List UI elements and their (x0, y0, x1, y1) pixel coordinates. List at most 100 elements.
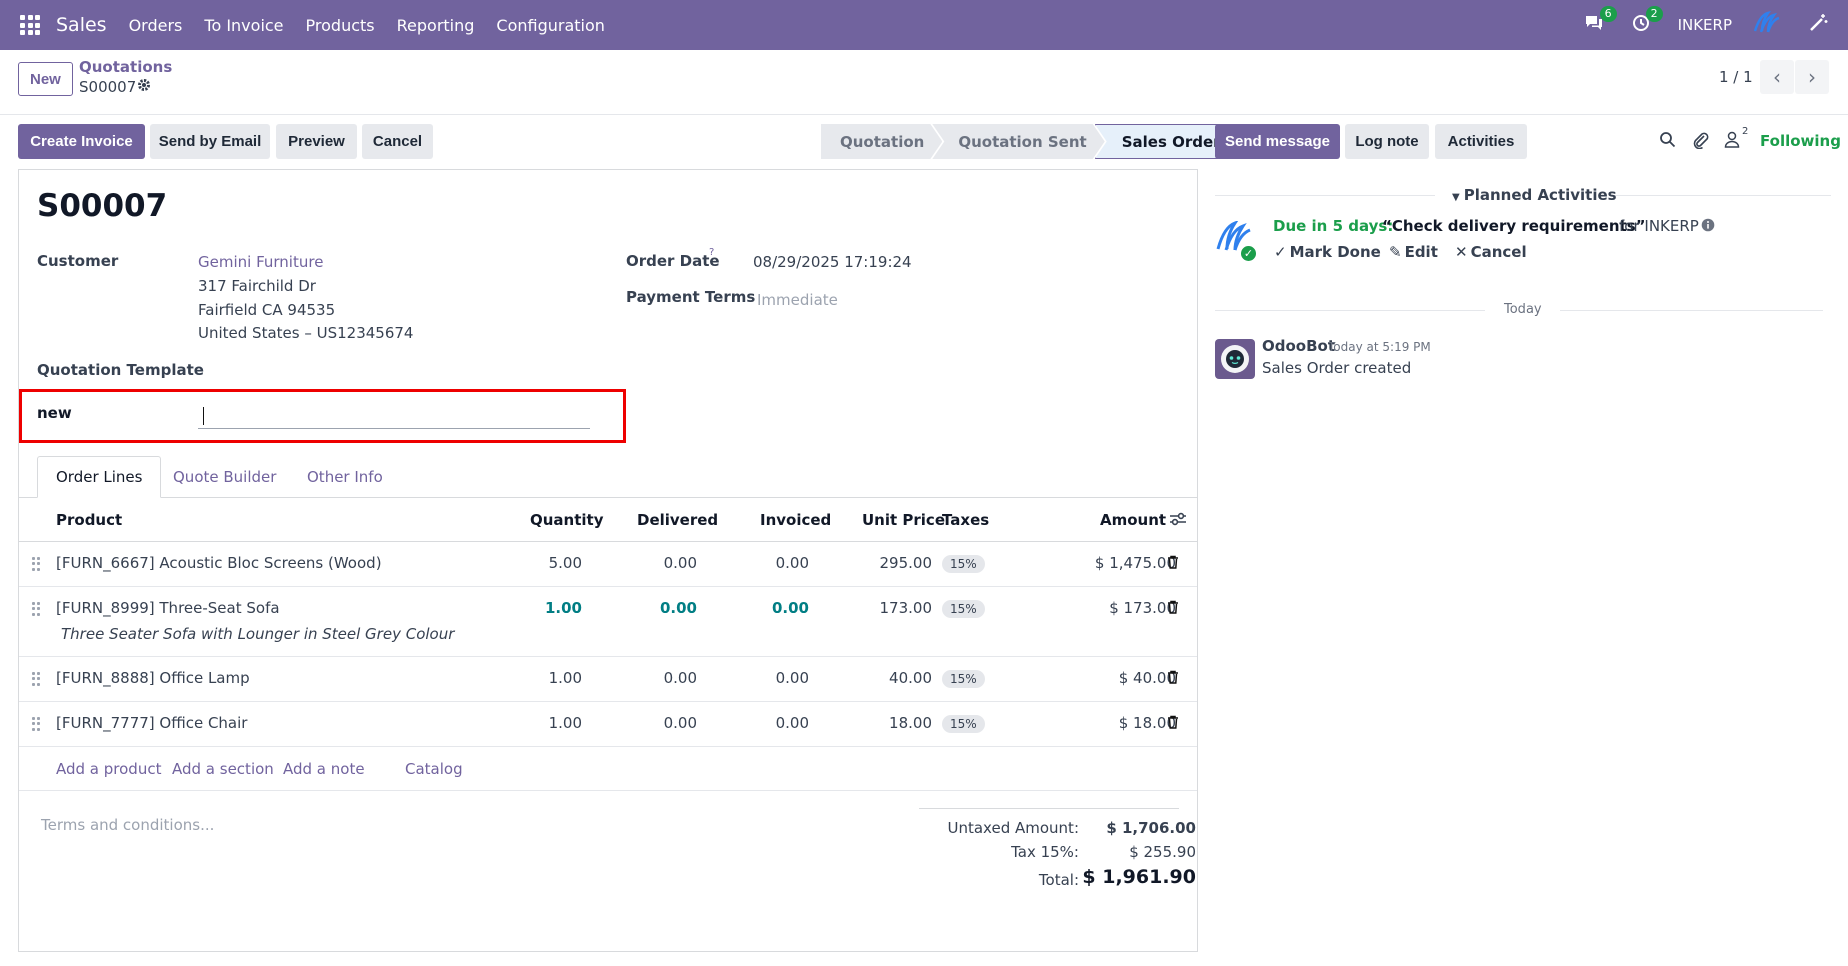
messages-button[interactable]: 6 (1584, 5, 1617, 37)
menu-orders[interactable]: Orders (128, 15, 183, 35)
table-row[interactable]: [FURN_7777] Office Chair 1.00 0.00 0.00 … (19, 702, 1197, 747)
table-row[interactable]: [FURN_8999] Three-Seat Sofa Three Seater… (19, 587, 1197, 657)
row-amount: $ 18.00 (1118, 714, 1176, 732)
menu-configuration[interactable]: Configuration (496, 15, 605, 35)
row-quantity[interactable]: 1.00 (548, 669, 582, 687)
customer-link[interactable]: Gemini Furniture (198, 253, 324, 271)
edit-activity-button[interactable]: ✎ Edit (1389, 243, 1438, 261)
paperclip-icon[interactable] (1692, 131, 1709, 153)
header-taxes[interactable]: Taxes (942, 511, 990, 529)
order-date-help[interactable]: ? (709, 247, 715, 258)
magic-wand-icon (1810, 13, 1828, 31)
search-icon[interactable] (1659, 131, 1676, 152)
add-note-link[interactable]: Add a note (283, 760, 365, 778)
catalog-link[interactable]: Catalog (405, 760, 463, 778)
drag-handle-icon[interactable] (32, 557, 40, 571)
header-quantity[interactable]: Quantity (530, 511, 604, 529)
table-row[interactable]: [FURN_8888] Office Lamp 1.00 0.00 0.00 4… (19, 657, 1197, 702)
message-body: Sales Order created (1262, 359, 1412, 377)
cancel-activity-button[interactable]: ✕ Cancel (1455, 243, 1527, 261)
trash-icon[interactable] (1167, 600, 1179, 614)
robot-icon (1221, 345, 1249, 373)
company-switcher[interactable]: INKERP (1677, 16, 1732, 34)
send-message-button[interactable]: Send message (1215, 124, 1340, 159)
following-button[interactable]: Following (1760, 132, 1841, 150)
address-line-3: United States – US12345674 (198, 324, 414, 342)
breadcrumb-parent[interactable]: Quotations (79, 58, 173, 76)
row-product[interactable]: [FURN_8999] Three-Seat Sofa (56, 599, 280, 617)
new-field-input[interactable] (198, 428, 590, 429)
header-product[interactable]: Product (56, 511, 123, 529)
row-unit-price[interactable]: 18.00 (889, 714, 932, 732)
new-button[interactable]: New (18, 62, 73, 96)
tab-other-info[interactable]: Other Info (307, 468, 383, 486)
order-date-value[interactable]: 08/29/2025 17:19:24 (753, 253, 912, 271)
menu-to-invoice[interactable]: To Invoice (204, 15, 284, 35)
row-amount: $ 40.00 (1118, 669, 1176, 687)
log-note-button[interactable]: Log note (1345, 124, 1429, 159)
odoobot-avatar[interactable] (1215, 339, 1255, 379)
user-avatar[interactable] (1752, 10, 1782, 39)
pager-previous-button[interactable]: ‹ (1760, 60, 1794, 94)
debug-tools-button[interactable] (1808, 13, 1828, 38)
header-invoiced[interactable]: Invoiced (760, 511, 832, 529)
row-product[interactable]: [FURN_7777] Office Chair (56, 714, 248, 732)
row-quantity[interactable]: 1.00 (544, 599, 582, 617)
trash-icon[interactable] (1167, 555, 1179, 569)
message-author[interactable]: OdooBot (1262, 337, 1336, 355)
add-product-link[interactable]: Add a product (56, 760, 162, 778)
drag-handle-icon[interactable] (32, 672, 40, 686)
new-field-highlight (19, 389, 626, 443)
row-product[interactable]: [FURN_6667] Acoustic Bloc Screens (Wood) (56, 554, 382, 572)
activities-button[interactable]: 2 (1632, 5, 1663, 37)
create-invoice-button[interactable]: Create Invoice (18, 124, 145, 159)
check-badge-icon: ✓ (1239, 244, 1258, 263)
order-title: S00007 (37, 188, 168, 224)
activities-button-chatter[interactable]: Activities (1435, 124, 1527, 159)
row-amount: $ 1,475.00 (1094, 554, 1176, 572)
app-name[interactable]: Sales (56, 14, 107, 36)
row-unit-price[interactable]: 295.00 (879, 554, 933, 572)
send-by-email-button[interactable]: Send by Email (150, 124, 270, 159)
drag-handle-icon[interactable] (32, 717, 40, 731)
gear-icon[interactable] (137, 78, 151, 96)
menu-products[interactable]: Products (305, 15, 375, 35)
tab-order-lines[interactable]: Order Lines (37, 456, 162, 498)
tax-badge[interactable]: 15% (942, 715, 985, 733)
mark-done-button[interactable]: ✓ Mark Done (1274, 243, 1381, 261)
row-quantity[interactable]: 5.00 (548, 554, 582, 572)
stage-quotation-sent[interactable]: Quotation Sent (932, 124, 1104, 159)
pager-value[interactable]: 1 / 1 (1719, 68, 1753, 86)
apps-menu-icon[interactable] (20, 15, 40, 35)
row-quantity[interactable]: 1.00 (548, 714, 582, 732)
planned-activities-toggle[interactable]: ▼ Planned Activities (1452, 186, 1617, 204)
menu-reporting[interactable]: Reporting (396, 15, 475, 35)
drag-handle-icon[interactable] (32, 602, 40, 616)
followers-button[interactable]: 2 (1724, 126, 1748, 152)
tax-badge[interactable]: 15% (942, 670, 985, 688)
info-icon[interactable] (1701, 218, 1715, 236)
payment-terms-field[interactable]: Immediate (757, 291, 838, 309)
terms-conditions-field[interactable]: Terms and conditions... (41, 816, 215, 834)
pager-next-button[interactable]: › (1795, 60, 1829, 94)
table-row[interactable]: [FURN_6667] Acoustic Bloc Screens (Wood)… (19, 542, 1197, 587)
trash-icon[interactable] (1167, 715, 1179, 729)
total-value: $ 1,961.90 (1082, 866, 1196, 888)
tax-badge[interactable]: 15% (942, 555, 985, 573)
row-product[interactable]: [FURN_8888] Office Lamp (56, 669, 250, 687)
row-unit-price[interactable]: 173.00 (879, 599, 933, 617)
trash-icon[interactable] (1167, 670, 1179, 684)
tab-quote-builder[interactable]: Quote Builder (173, 468, 277, 486)
optional-columns-icon[interactable] (1169, 511, 1187, 531)
cancel-order-button[interactable]: Cancel (362, 124, 433, 159)
row-unit-price[interactable]: 40.00 (889, 669, 932, 687)
header-amount[interactable]: Amount (1100, 511, 1167, 529)
header-delivered[interactable]: Delivered (637, 511, 719, 529)
preview-button[interactable]: Preview (276, 124, 357, 159)
add-section-link[interactable]: Add a section (172, 760, 274, 778)
header-unit-price[interactable]: Unit Price (862, 511, 945, 529)
stage-quotation[interactable]: Quotation (821, 124, 942, 159)
tax-badge[interactable]: 15% (942, 600, 985, 618)
stage-sales-order[interactable]: Sales Order (1094, 124, 1240, 159)
row-description[interactable]: Three Seater Sofa with Lounger in Steel … (61, 625, 455, 643)
